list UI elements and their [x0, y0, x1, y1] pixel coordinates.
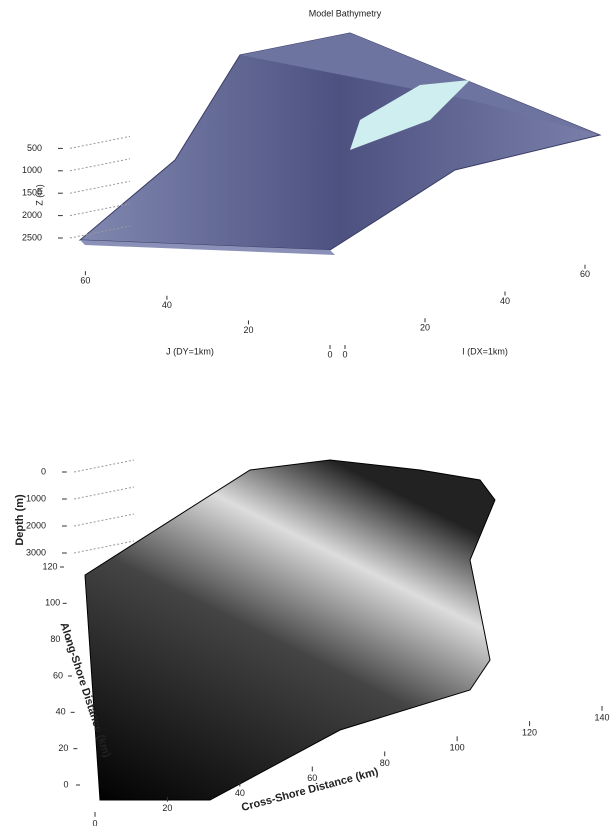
x-tick-label: 20 — [162, 803, 172, 813]
z-tick-label: 3000 — [26, 547, 46, 557]
y-axis-label: J (DY=1km) — [166, 346, 214, 356]
x-tick-label: 120 — [522, 728, 537, 738]
surface-1 — [80, 33, 600, 255]
y-tick-label: 0 — [327, 349, 332, 359]
x-tick-label: 0 — [342, 349, 347, 359]
grid-line — [70, 181, 130, 193]
z-tick-label: 1000 — [26, 493, 46, 503]
y-tick-label: 40 — [162, 300, 172, 310]
x-tick-label: 0 — [92, 818, 97, 826]
x-tick-label: 40 — [235, 788, 245, 798]
y-tick-label: 20 — [243, 325, 253, 335]
y-tick-label: 60 — [80, 276, 90, 286]
z-tick-label: 1500 — [22, 188, 42, 198]
z-tick-label: 0 — [41, 466, 46, 476]
z-tick-label: 2500 — [22, 232, 42, 242]
y-tick-label: 80 — [50, 634, 60, 644]
y-tick-label: 20 — [58, 743, 68, 753]
chart-title: Model Bathymetry — [309, 8, 382, 18]
x-tick-label: 60 — [580, 269, 590, 279]
surface-2 — [85, 460, 495, 800]
x-tick-label: 140 — [594, 712, 609, 722]
z-axis-label: Depth (m) — [14, 494, 26, 546]
y-tick-label: 60 — [53, 670, 63, 680]
y-tick-label: 100 — [45, 598, 60, 608]
x-tick-label: 60 — [307, 773, 317, 783]
grid-line — [74, 514, 134, 526]
y-tick-label: 120 — [42, 561, 57, 571]
x-axis-label: I (DX=1km) — [462, 346, 508, 356]
grid-line — [70, 136, 130, 148]
x-tick-label: 100 — [450, 743, 465, 753]
figure: Model Bathymetry Z (m) J (DY=1km) I (DX=… — [0, 0, 615, 826]
grid-line — [70, 159, 130, 171]
x-tick-label: 80 — [380, 758, 390, 768]
z-tick-label: 1000 — [22, 165, 42, 175]
y-tick-label: 0 — [63, 779, 68, 789]
z-tick-label: 2000 — [26, 520, 46, 530]
x-tick-label: 40 — [500, 296, 510, 306]
y-tick-label: 40 — [56, 707, 66, 717]
grid-line — [74, 460, 134, 472]
z-tick-label: 500 — [27, 143, 42, 153]
x-tick-label: 20 — [420, 323, 430, 333]
z-tick-label: 2000 — [22, 210, 42, 220]
grid-line — [74, 487, 134, 499]
